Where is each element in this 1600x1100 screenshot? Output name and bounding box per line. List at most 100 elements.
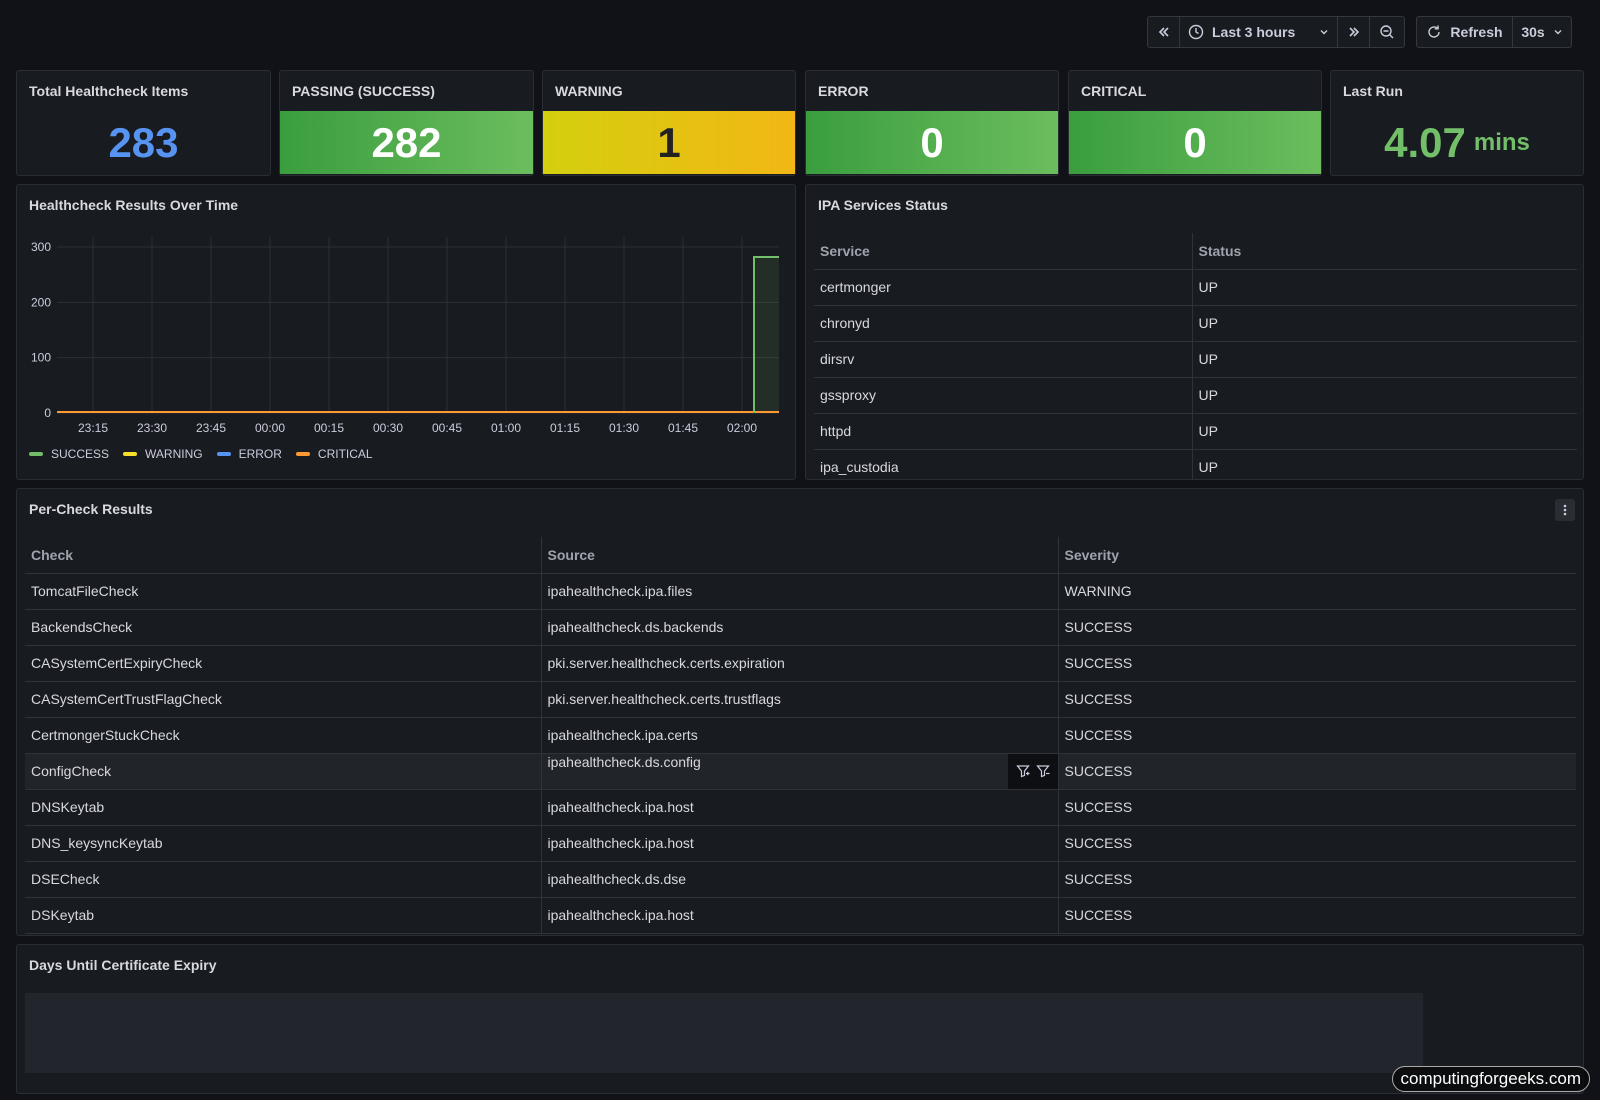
legend-label: SUCCESS (51, 447, 110, 461)
stat-value: 0 (1183, 118, 1207, 166)
check-source: ipahealthcheck.ipa.files (541, 573, 1059, 610)
table-row: ipa_custodia UP (814, 449, 1577, 479)
table-row: certmonger UP (814, 269, 1577, 306)
checks-panel: Per-Check Results Check Source Severity … (16, 488, 1584, 936)
check-severity: SUCCESS (1058, 897, 1576, 934)
stat-passing: PASSING (SUCCESS) 282 (279, 70, 534, 176)
table-row: gssproxy UP (814, 377, 1577, 414)
refresh-controls: Refresh 30s (1416, 16, 1572, 48)
table-row: CertmongerStuckCheck ipahealthcheck.ipa.c… (25, 717, 1576, 754)
service-status: UP (1192, 341, 1577, 378)
check-severity: WARNING (1058, 573, 1576, 610)
x-tick-label: 00:30 (373, 421, 403, 435)
panel-title: Last Run (1343, 83, 1403, 99)
table-row: ConfigCheck ipahealthcheck.ds.config SUCCE… (25, 753, 1576, 790)
legend-item-critical[interactable]: CRITICAL (295, 447, 373, 461)
check-name: CertmongerStuckCheck (25, 717, 542, 754)
legend-item-success[interactable]: SUCCESS (29, 447, 109, 461)
check-name: DSECheck (25, 861, 542, 898)
x-tick-label: 01:30 (609, 421, 639, 435)
check-source-text: ipahealthcheck.ds.config (547, 753, 701, 770)
panel-menu-button[interactable] (1555, 499, 1575, 521)
table-row: CASystemCertTrustFlagCheck pki.server.hea… (25, 681, 1576, 718)
filter-for-value-icon[interactable] (1015, 764, 1030, 778)
panel-title: ERROR (818, 83, 869, 99)
stat-total: Total Healthcheck Items 283 (16, 70, 271, 176)
chevron-down-icon (1554, 30, 1562, 35)
checks-table: Check Source Severity TomcatFileCheck ipa… (25, 537, 1576, 934)
x-tick-label: 01:45 (668, 421, 698, 435)
check-name: DNSKeytab (25, 789, 542, 826)
x-tick-label: 00:00 (255, 421, 285, 435)
check-name: DNS_keysyncKeytab (25, 825, 542, 862)
cert-chart-area (25, 993, 1423, 1073)
cert-panel: Days Until Certificate Expiry (16, 944, 1584, 1094)
filter-out-value-icon[interactable] (1035, 764, 1050, 778)
double-chevron-right-icon (1348, 27, 1359, 37)
check-source-text: ipahealthcheck.ds.dse (547, 871, 687, 887)
check-source-text: pki.server.healthcheck.certs.expiration (547, 655, 785, 671)
check-name: ConfigCheck (25, 753, 542, 790)
shift-forward-button[interactable] (1338, 17, 1370, 47)
legend-swatch (216, 452, 231, 456)
series-line-success (753, 255, 779, 413)
cell-filter-actions (1007, 753, 1058, 789)
panel-title: PASSING (SUCCESS) (292, 83, 435, 99)
check-source-text: ipahealthcheck.ipa.host (547, 799, 694, 815)
column-header-severity[interactable]: Severity (1058, 537, 1576, 574)
legend-swatch (295, 452, 310, 456)
stat-value: 1 (657, 118, 681, 166)
service-status: UP (1192, 377, 1577, 414)
legend-label: WARNING (145, 447, 203, 461)
check-source: pki.server.healthcheck.certs.trustflags (541, 681, 1059, 718)
service-name: ipa_custodia (814, 449, 1193, 479)
check-source: ipahealthcheck.ipa.certs (541, 717, 1059, 754)
zoom-out-icon (1380, 25, 1394, 39)
column-header-check[interactable]: Check (25, 537, 542, 574)
legend-item-error[interactable]: ERROR (216, 447, 282, 461)
panel-title: Total Healthcheck Items (29, 83, 189, 99)
chevron-down-icon (1320, 30, 1328, 35)
services-panel: IPA Services Status Service Status certm… (805, 184, 1584, 480)
table-row: chronyd UP (814, 305, 1577, 342)
x-tick-label: 23:30 (137, 421, 167, 435)
column-header-status[interactable]: Status (1192, 233, 1577, 270)
chart-panel: Healthcheck Results Over Time 0 100 200 300… (16, 184, 796, 480)
refresh-label: Refresh (1450, 24, 1503, 40)
stat-value: 283 (108, 118, 179, 166)
stat-value: 282 (371, 118, 442, 166)
time-controls: Last 3 hours (1147, 16, 1405, 48)
table-row: CASystemCertExpiryCheck pki.server.health… (25, 645, 1576, 682)
refresh-interval-picker[interactable]: 30s (1513, 17, 1571, 47)
check-name: CASystemCertTrustFlagCheck (25, 681, 542, 718)
table-row: DNS_keysyncKeytab ipahealthcheck.ipa.host… (25, 825, 1576, 862)
check-source-text: pki.server.healthcheck.certs.trustflags (547, 691, 781, 707)
refresh-button[interactable]: Refresh (1417, 17, 1513, 47)
x-tick-label: 00:15 (314, 421, 344, 435)
shift-back-button[interactable] (1148, 17, 1180, 47)
zoom-out-button[interactable] (1370, 17, 1404, 47)
check-source: ipahealthcheck.ipa.host (541, 789, 1059, 826)
check-source: ipahealthcheck.ipa.host (541, 825, 1059, 862)
series-area-success (754, 256, 779, 413)
check-severity: SUCCESS (1058, 645, 1576, 682)
time-range-label: Last 3 hours (1212, 24, 1296, 40)
column-header-source[interactable]: Source (541, 537, 1059, 574)
stat-last-run: Last Run 4.07 mins (1330, 70, 1584, 176)
column-header-service[interactable]: Service (814, 233, 1193, 270)
check-severity: SUCCESS (1058, 681, 1576, 718)
x-tick-label: 23:15 (78, 421, 108, 435)
service-name: certmonger (814, 269, 1193, 306)
legend-item-warning[interactable]: WARNING (123, 447, 203, 461)
healthcheck-chart: 0 100 200 300 23:15 23:30 23:45 00:00 00:15 00:30… (31, 237, 780, 435)
services-title: IPA Services Status (818, 197, 948, 213)
legend-label: CRITICAL (317, 447, 373, 461)
cert-title: Days Until Certificate Expiry (29, 957, 217, 973)
check-name: DSKeytab (25, 897, 542, 934)
table-row: DSKeytab ipahealthcheck.ipa.host SUCCESS (25, 897, 1576, 934)
time-range-picker[interactable]: Last 3 hours (1180, 17, 1338, 47)
service-name: chronyd (814, 305, 1193, 342)
check-source-text: ipahealthcheck.ipa.files (547, 583, 693, 599)
y-tick-label: 100 (31, 351, 51, 365)
stat-value: 0 (920, 118, 944, 166)
